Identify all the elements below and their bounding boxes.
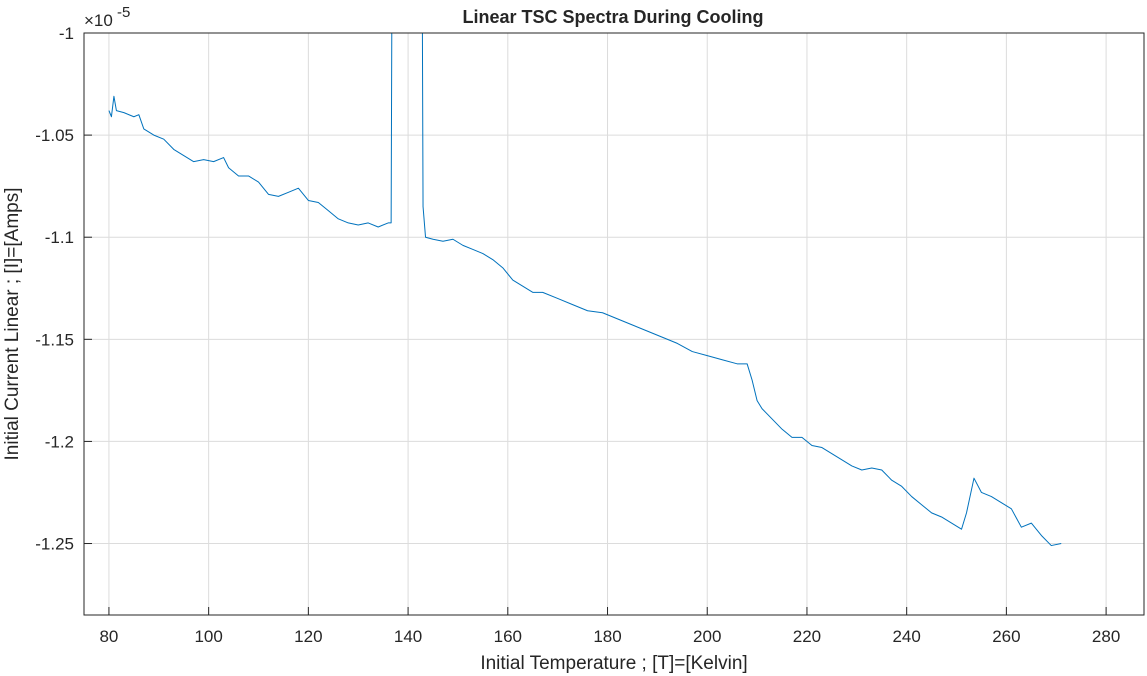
y-tick-label: -1.1: [45, 228, 74, 247]
x-tick-label: 260: [992, 627, 1020, 646]
y-tick-label: -1.05: [35, 126, 74, 145]
y-axis-label: Initial Current Linear ; [I]=[Amps]: [2, 188, 23, 461]
y-multiplier-base: ×10: [84, 11, 113, 30]
plot-area: [84, 33, 1144, 615]
y-tick-label: -1.2: [45, 432, 74, 451]
y-multiplier-exponent: -5: [117, 4, 130, 21]
y-tick-label: -1.25: [35, 535, 74, 554]
x-tick-label: 120: [294, 627, 322, 646]
data-line: [108, 33, 1062, 547]
x-tick-label: 220: [793, 627, 821, 646]
x-axis-label: Initial Temperature ; [T]=[Kelvin]: [480, 653, 747, 674]
x-tick-label: 100: [194, 627, 222, 646]
data-layer: [108, 33, 1062, 547]
x-tick-label: 80: [99, 627, 118, 646]
x-tick-label: 140: [394, 627, 422, 646]
x-tick-label: 200: [693, 627, 721, 646]
y-tick-label: -1: [59, 24, 74, 43]
x-tick-label: 160: [494, 627, 522, 646]
x-tick-label: 240: [892, 627, 920, 646]
x-tick-label: 280: [1092, 627, 1120, 646]
y-tick-label: -1.15: [35, 330, 74, 349]
chart-title: Linear TSC Spectra During Cooling: [462, 7, 763, 27]
x-tick-label: 180: [593, 627, 621, 646]
labels: 80 100 120 140 160 180 200 220 240 260 280 -1.25 -1.…: [35, 24, 1120, 646]
axes-box: [83, 32, 1145, 616]
